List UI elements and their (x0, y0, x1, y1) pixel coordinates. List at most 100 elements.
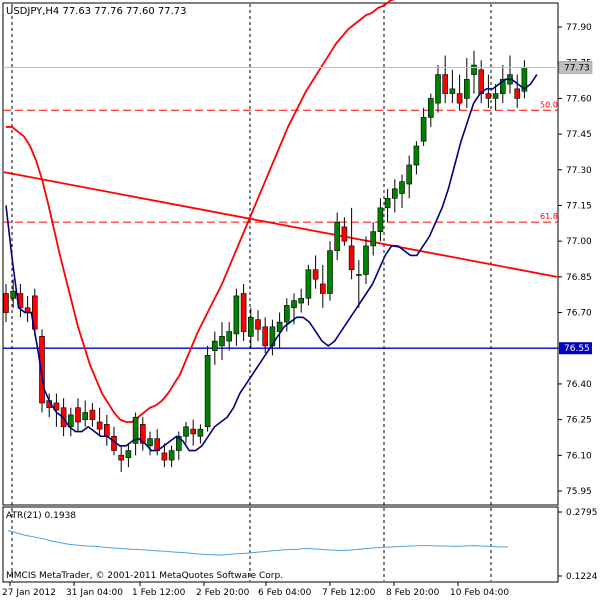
candle-body (176, 435, 182, 451)
chart-title: USDJPY,H4 77.63 77.76 77.60 77.73 (6, 6, 187, 17)
copyright-text: MMCIS MetaTrader, © 2001-2011 MetaQuotes… (6, 571, 283, 581)
atr-indicator: ATR(21) 0.1938 0.2795 0.1224 (6, 508, 598, 582)
candle-body (255, 319, 261, 330)
x-tick-label: 31 Jan 04:00 (66, 588, 123, 598)
candle-body (463, 79, 470, 99)
candle-body (427, 98, 434, 118)
y-tick-label: 77.45 (566, 130, 592, 140)
candle-body (327, 250, 333, 294)
y-tick-label: 77.15 (566, 201, 592, 211)
support-price-box (559, 342, 592, 355)
x-tick-label: 2 Feb 20:00 (196, 588, 250, 598)
candle-body (298, 297, 305, 304)
candle-body (391, 188, 398, 199)
x-tick-label: 27 Jan 2012 (2, 588, 56, 598)
candle-body (420, 117, 427, 142)
candle-body (442, 74, 449, 94)
candle-body (82, 412, 88, 420)
candle-body (291, 300, 297, 309)
candle-body (75, 407, 81, 423)
candle-body (104, 424, 110, 437)
y-tick-label: 76.85 (566, 273, 592, 283)
current-price-label: 77.73 (564, 63, 590, 73)
candle-body (147, 438, 153, 447)
candle-body (363, 245, 369, 275)
candle-body (168, 450, 175, 461)
candle-body (190, 428, 196, 435)
candle-body (341, 226, 348, 242)
candle-body (39, 336, 45, 404)
y-tick-label: 77.00 (566, 237, 592, 247)
y-tick-label: 76.25 (566, 416, 592, 426)
candle-body (312, 269, 319, 280)
candle-body (3, 293, 9, 313)
candle-body (118, 455, 124, 461)
candle-body (413, 145, 420, 166)
y-tick-label: 76.10 (566, 451, 592, 461)
y-tick-label: 77.30 (566, 166, 592, 176)
x-tick-label: 8 Feb 20:00 (386, 588, 440, 598)
candle-body (305, 269, 312, 299)
trendline-segment (3, 171, 558, 278)
candle-body (140, 424, 146, 444)
candle-body (334, 221, 341, 251)
candle-body (10, 290, 16, 299)
x-tick-label: 7 Feb 12:00 (322, 588, 376, 598)
atr-tick-label: 0.2795 (566, 508, 598, 518)
candle-body (435, 74, 441, 104)
candle-body (125, 450, 132, 458)
y-tick-label: 77.90 (566, 23, 592, 33)
y-tick-label: 76.70 (566, 309, 592, 319)
candle-body (96, 421, 103, 430)
candle-body (319, 283, 326, 294)
candle-body (53, 402, 60, 411)
price-axis: 77.9077.7577.6077.4577.3077.1577.0076.85… (558, 23, 593, 497)
candle-body (478, 69, 485, 94)
candle-body (161, 452, 168, 461)
candle-body (456, 93, 463, 104)
atr-label: ATR(21) 0.1938 (6, 511, 76, 521)
candle-body (485, 93, 492, 99)
candle-body (197, 428, 204, 437)
candle-body (471, 64, 477, 75)
candle-body (183, 426, 189, 437)
candle-body (248, 316, 254, 337)
candle-body (449, 88, 456, 94)
x-tick-label: 6 Feb 04:00 (258, 588, 312, 598)
ma-slow (6, 0, 395, 423)
candle-body (68, 414, 74, 428)
atr-line (7, 530, 509, 556)
y-tick-label: 77.60 (566, 94, 592, 104)
candle-body (212, 340, 218, 351)
candle-body (514, 88, 521, 99)
main-plot-frame (2, 2, 559, 506)
candle-body (204, 355, 211, 428)
x-tick-label: 1 Feb 12:00 (132, 588, 186, 598)
fibo-label: 50.0 (540, 100, 558, 109)
support-price-label: 76.55 (564, 344, 590, 354)
candle-body (355, 274, 362, 276)
atr-tick-label: 0.1224 (566, 572, 598, 582)
time-axis: 27 Jan 2012 31 Jan 04:00 1 Feb 12:00 2 Feb … (2, 582, 509, 598)
ma-slow-line (6, 0, 395, 423)
candle-body (348, 245, 355, 271)
fibo-label: 61.8 (540, 212, 558, 221)
y-tick-label: 76.40 (566, 380, 592, 390)
y-tick-label: 75.95 (566, 487, 592, 497)
candle-body (132, 416, 139, 444)
candle-body (226, 331, 232, 342)
candle-body (233, 295, 240, 335)
candle-body (406, 164, 413, 185)
candle-body (399, 181, 405, 194)
candle-body (219, 336, 225, 347)
current-price-box (558, 61, 593, 74)
fibo-levels: 50.0 61.8 (3, 100, 558, 223)
candle-body (262, 326, 269, 347)
candle-body (370, 231, 377, 247)
atr-plot-frame (2, 506, 559, 583)
candle-body (89, 409, 96, 420)
candle-body (384, 198, 391, 209)
candles (3, 50, 528, 472)
